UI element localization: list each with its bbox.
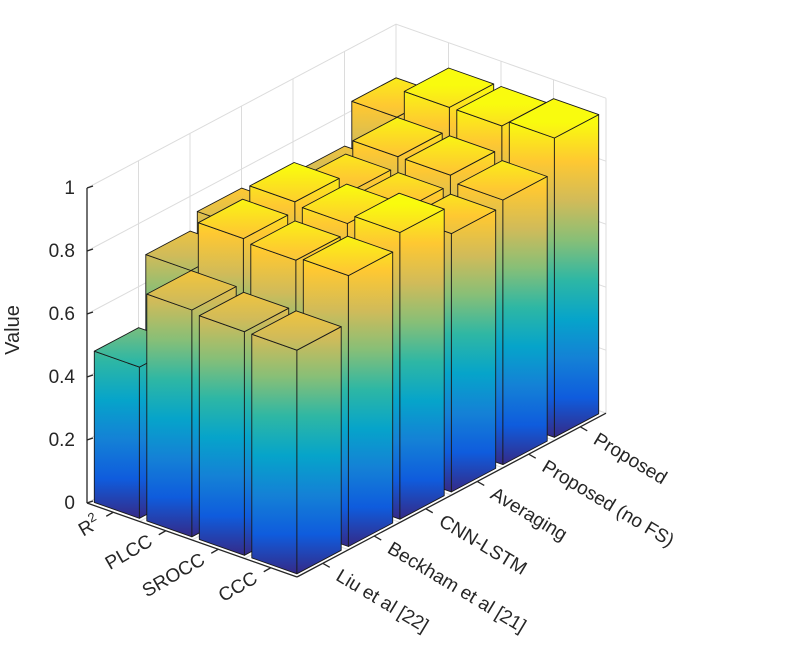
- bar-face-right: [450, 209, 497, 493]
- bar-face-top: [249, 162, 340, 203]
- metric-tick-label: SROCC: [139, 549, 209, 601]
- method-tick-label: Liu et al [22]: [332, 566, 432, 637]
- bar-face-right: [399, 208, 445, 520]
- z-tick-label: 0.4: [49, 367, 76, 388]
- method-tick: [322, 562, 331, 568]
- method-tick: [425, 508, 434, 514]
- method-axis-line: [296, 412, 607, 578]
- bar-face-top: [251, 310, 342, 351]
- z-tick: [86, 374, 94, 378]
- z-tick-label: 0.2: [49, 430, 75, 451]
- method-tick: [579, 426, 588, 432]
- bar-face-top: [146, 270, 237, 311]
- metric-tick-label: PLCC: [102, 531, 156, 575]
- bar-face-top: [197, 198, 289, 240]
- z-tick-label: 0: [64, 493, 75, 514]
- z-axis-label: Value: [2, 305, 24, 355]
- bar-face-top: [250, 220, 341, 261]
- bar-face-right: [502, 176, 548, 466]
- bar-face-right: [347, 251, 394, 547]
- metric-tick-label: CCC: [215, 568, 261, 607]
- metric-tick: [210, 548, 219, 554]
- metric-tick: [105, 511, 114, 517]
- bar-face-top: [457, 160, 548, 201]
- method-tick: [373, 535, 382, 541]
- bar-face-right: [296, 326, 342, 575]
- bars: [93, 67, 600, 575]
- z-tick: [86, 185, 94, 189]
- bar-face-left: [93, 350, 140, 519]
- metric-tick: [263, 567, 272, 573]
- method-tick-label: Proposed: [590, 429, 671, 489]
- bar-face-top: [508, 98, 600, 139]
- bar-face-right: [553, 114, 600, 438]
- method-tick: [528, 453, 537, 459]
- z-tick: [86, 437, 94, 441]
- z-tick-label: 1: [64, 178, 75, 199]
- bar-face-top: [302, 235, 394, 277]
- z-tick: [86, 248, 94, 252]
- z-tick: [86, 500, 94, 504]
- bar-face-top: [354, 192, 445, 233]
- metric-tick-label: R2: [73, 509, 104, 541]
- z-tick-label: 0.8: [49, 241, 75, 262]
- bar-face-top: [403, 67, 495, 108]
- method-tick-label: Averaging: [487, 484, 571, 546]
- metric-tick: [158, 530, 167, 536]
- bar-face-left: [146, 293, 193, 538]
- method-tick: [476, 480, 485, 487]
- bar: [251, 310, 342, 575]
- z-tick: [86, 311, 94, 315]
- bar-face-left: [251, 333, 298, 575]
- z-tick-label: 0.6: [49, 304, 75, 325]
- bar-face-top: [404, 135, 496, 176]
- bar-face-top: [352, 116, 443, 158]
- bar-face-left: [198, 315, 245, 556]
- method-tick-label: CNN-LSTM: [435, 511, 530, 580]
- axes: [86, 185, 607, 578]
- bar-face-top: [198, 291, 290, 333]
- metric-axis-line: [86, 502, 298, 578]
